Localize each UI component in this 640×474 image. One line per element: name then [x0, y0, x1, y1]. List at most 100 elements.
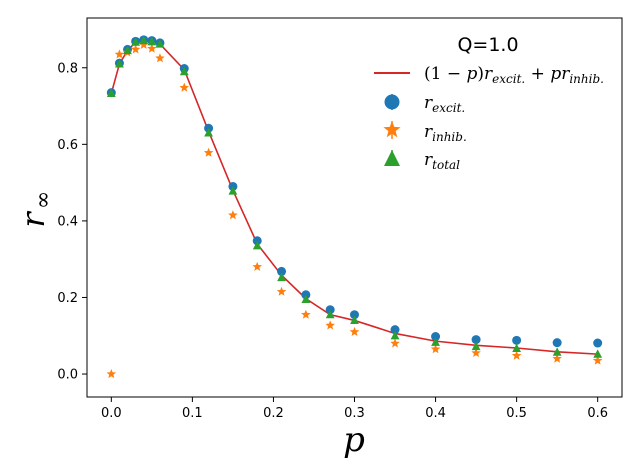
legend-total-sub: total: [432, 158, 460, 172]
legend: Q=1.0 (1 − p)rexcit. + prinhib. rexcit. …: [374, 34, 604, 172]
series-layer: [106, 35, 603, 379]
inhib-point-4: [138, 39, 149, 49]
legend-line-close: ): [477, 64, 484, 84]
legend-entry-inhib: rinhib.: [383, 121, 467, 144]
legend-excit-label: rexcit.: [424, 93, 465, 115]
x-axis-ticks: 0.0 0.1 0.2 0.3 0.4 0.5 0.6: [101, 397, 608, 421]
inhib-point-13: [325, 320, 335, 330]
y-axis-label: r ∞: [14, 191, 56, 228]
legend-line-open: (1 −: [424, 64, 467, 84]
x-axis-label: p: [343, 420, 365, 460]
excit-point-13: [325, 305, 335, 315]
inhib-point-14: [349, 326, 360, 336]
total-point-14: [350, 315, 359, 325]
legend-line-r2: r: [561, 64, 570, 84]
total-point-11: [277, 272, 286, 282]
excit-point-17: [471, 335, 481, 345]
legend-total-marker: [384, 150, 400, 166]
total-point-12: [301, 294, 311, 303]
legend-line-plus: +: [525, 64, 550, 84]
y-tick-label-3: 0.6: [57, 138, 78, 153]
legend-excit-main: r: [424, 93, 433, 113]
inhib-point-17: [471, 347, 481, 358]
legend-excit-sub: excit.: [432, 101, 465, 115]
total-point-1: [115, 59, 124, 68]
y-tick-label-4: 0.8: [57, 61, 78, 76]
inhib-point-15: [390, 338, 400, 348]
excit-point-10: [252, 236, 262, 246]
excit-point-16: [431, 332, 441, 342]
excit-point-19: [552, 338, 562, 348]
inhib-point-7: [179, 82, 190, 92]
excit-point-15: [390, 325, 400, 335]
inhib-point-10: [252, 261, 262, 271]
inhib-point-1: [114, 49, 125, 59]
total-point-9: [228, 186, 238, 195]
legend-entry-total: rtotal: [384, 150, 460, 172]
legend-line-r1-sub: excit.: [492, 72, 525, 86]
total-point-18: [512, 343, 522, 352]
y-axis-ticks: 0.0 0.2 0.4 0.6 0.8: [57, 61, 87, 383]
total-point-15: [390, 330, 400, 340]
inhib-point-16: [430, 344, 441, 354]
legend-line-r1: r: [484, 64, 493, 84]
x-tick-label-4: 0.4: [425, 406, 446, 421]
total-point-2: [123, 45, 132, 55]
legend-total-label: rtotal: [424, 150, 460, 172]
x-tick-label-2: 0.2: [263, 406, 284, 421]
series-inhib: [106, 39, 603, 379]
excit-point-20: [593, 338, 603, 348]
legend-inhib-marker: [383, 121, 401, 138]
total-point-5: [147, 36, 157, 46]
legend-entry-line: (1 − p)rexcit. + prinhib.: [374, 64, 604, 86]
y-tick-label-1: 0.2: [57, 291, 78, 306]
legend-line-r2-sub: inhib.: [569, 72, 604, 86]
inhib-point-0: [106, 369, 117, 379]
inhib-point-9: [228, 210, 238, 220]
excit-point-11: [277, 266, 287, 276]
y-axis-label-subscript: ∞: [31, 191, 56, 209]
inhib-point-12: [301, 309, 311, 319]
x-tick-label-1: 0.1: [182, 406, 203, 421]
total-point-10: [252, 240, 262, 250]
legend-entry-excit: rexcit.: [384, 93, 465, 115]
x-tick-label-6: 0.6: [587, 406, 608, 421]
inhib-point-5: [147, 43, 157, 53]
total-point-19: [552, 347, 562, 356]
total-point-13: [325, 309, 335, 319]
legend-inhib-label: rinhib.: [424, 122, 467, 144]
x-tick-label-3: 0.3: [344, 406, 365, 421]
inhib-point-18: [511, 350, 522, 360]
legend-total-main: r: [424, 150, 433, 170]
y-tick-label-2: 0.4: [57, 214, 78, 229]
legend-inhib-sub: inhib.: [432, 130, 467, 144]
x-tick-label-0: 0.0: [101, 406, 122, 421]
y-tick-label-0: 0.0: [57, 368, 78, 383]
inhib-point-19: [552, 353, 562, 363]
total-point-16: [431, 337, 440, 346]
total-point-0: [106, 88, 116, 98]
excit-point-18: [512, 335, 522, 345]
legend-line-p2: p: [550, 64, 561, 84]
total-point-7: [179, 66, 189, 76]
total-point-17: [471, 341, 481, 351]
inhib-point-20: [592, 355, 603, 365]
y-axis-label-main: r: [14, 211, 52, 228]
legend-line-p1: p: [467, 64, 478, 84]
total-point-3: [131, 37, 141, 46]
inhib-point-3: [130, 44, 141, 54]
total-point-8: [204, 128, 213, 137]
total-point-20: [593, 349, 603, 358]
inhib-point-8: [203, 147, 214, 157]
total-point-4: [139, 35, 149, 45]
series-total: [106, 35, 603, 358]
legend-excit-marker: [384, 94, 400, 110]
legend-title: Q=1.0: [457, 34, 518, 56]
inhib-point-6: [155, 53, 165, 63]
x-tick-label-5: 0.5: [506, 406, 527, 421]
total-point-6: [155, 39, 165, 48]
inhib-point-11: [276, 286, 287, 296]
legend-line-label: (1 − p)rexcit. + prinhib.: [424, 64, 604, 86]
legend-inhib-main: r: [424, 122, 433, 142]
